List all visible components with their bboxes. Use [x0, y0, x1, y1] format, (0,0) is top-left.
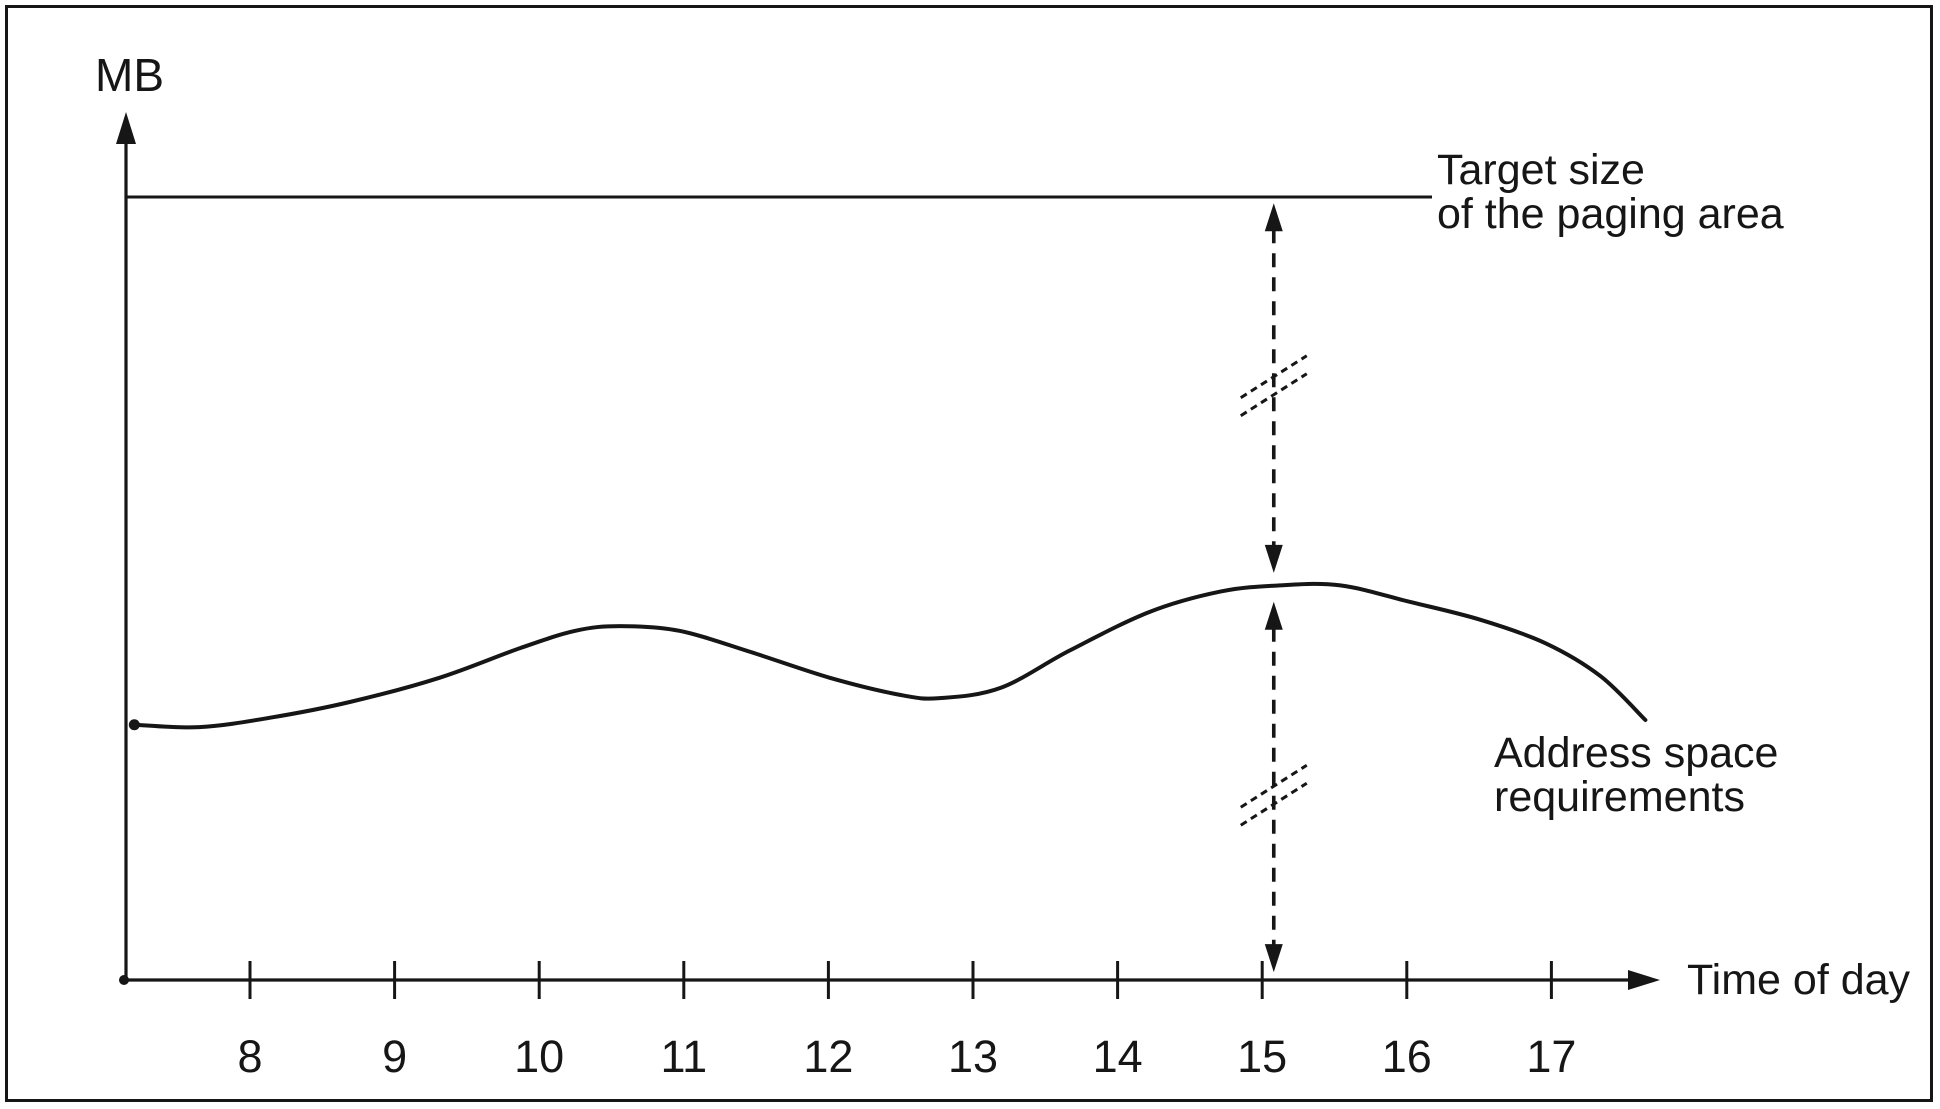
- break-mark-icon: [1239, 781, 1308, 827]
- x-axis-tick-labels: 8 9 10 11 12 13 14 15 16 17: [237, 1031, 1576, 1082]
- curve-label-line1: Address space: [1494, 729, 1778, 777]
- arrowhead-down-icon: [1264, 544, 1283, 573]
- x-tick-label: 15: [1237, 1031, 1287, 1082]
- x-axis-arrowhead-icon: [1628, 970, 1660, 990]
- x-tick-label: 13: [948, 1031, 998, 1082]
- curve-start-dot: [128, 719, 140, 731]
- arrowhead-up-icon: [1264, 601, 1283, 630]
- x-tick-label: 8: [237, 1031, 262, 1082]
- break-mark-icon: [1239, 763, 1308, 809]
- x-tick-label: 11: [660, 1031, 707, 1082]
- x-axis-ticks: [248, 961, 1553, 999]
- arrowhead-down-icon: [1264, 944, 1283, 973]
- upper-gap-arrow: [1239, 203, 1308, 573]
- x-tick-label: 12: [803, 1031, 853, 1082]
- x-tick-label: 17: [1526, 1031, 1576, 1082]
- x-tick-label: 14: [1093, 1031, 1143, 1082]
- arrowhead-up-icon: [1264, 203, 1283, 232]
- x-axis-label: Time of day: [1687, 956, 1911, 1004]
- x-tick-label: 9: [382, 1031, 407, 1082]
- target-line-label-line2: of the paging area: [1437, 190, 1784, 238]
- lower-gap-arrow: [1239, 601, 1308, 973]
- gap-arrows: [1239, 203, 1308, 973]
- x-tick-label: 10: [514, 1031, 564, 1082]
- x-tick-label: 16: [1382, 1031, 1432, 1082]
- y-axis-label: MB: [95, 49, 164, 101]
- target-line-label-line1: Target size: [1437, 146, 1645, 194]
- y-axis-arrowhead-icon: [116, 112, 136, 144]
- curve-label-line2: requirements: [1494, 773, 1745, 821]
- break-mark-icon: [1239, 354, 1308, 399]
- address-space-curve: [132, 581, 1648, 730]
- break-mark-icon: [1239, 372, 1308, 417]
- figure-frame: [5, 5, 1933, 1102]
- axis-origin-dot: [119, 975, 129, 985]
